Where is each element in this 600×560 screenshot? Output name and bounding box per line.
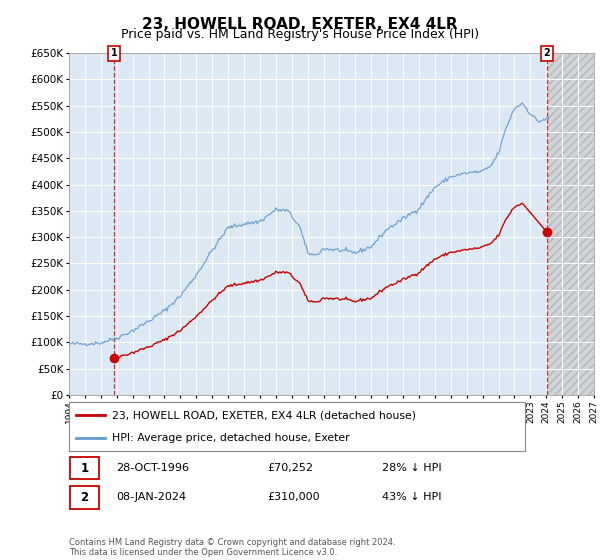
Text: 28% ↓ HPI: 28% ↓ HPI <box>382 463 442 473</box>
FancyBboxPatch shape <box>70 457 99 479</box>
Text: 2: 2 <box>80 491 88 504</box>
Text: 2: 2 <box>544 48 550 58</box>
Text: 43% ↓ HPI: 43% ↓ HPI <box>382 492 442 502</box>
Text: 28-OCT-1996: 28-OCT-1996 <box>116 463 189 473</box>
Text: 1: 1 <box>80 461 88 475</box>
Text: Price paid vs. HM Land Registry's House Price Index (HPI): Price paid vs. HM Land Registry's House … <box>121 28 479 41</box>
Text: HPI: Average price, detached house, Exeter: HPI: Average price, detached house, Exet… <box>112 433 350 444</box>
Text: Contains HM Land Registry data © Crown copyright and database right 2024.
This d: Contains HM Land Registry data © Crown c… <box>69 538 395 557</box>
Text: 23, HOWELL ROAD, EXETER, EX4 4LR: 23, HOWELL ROAD, EXETER, EX4 4LR <box>142 17 458 32</box>
Text: £70,252: £70,252 <box>268 463 313 473</box>
FancyBboxPatch shape <box>70 486 99 508</box>
Bar <box>548 53 594 395</box>
Text: £310,000: £310,000 <box>268 492 320 502</box>
Text: 23, HOWELL ROAD, EXETER, EX4 4LR (detached house): 23, HOWELL ROAD, EXETER, EX4 4LR (detach… <box>112 410 416 421</box>
Text: 1: 1 <box>110 48 118 58</box>
Bar <box>69 53 70 395</box>
Text: 08-JAN-2024: 08-JAN-2024 <box>116 492 186 502</box>
